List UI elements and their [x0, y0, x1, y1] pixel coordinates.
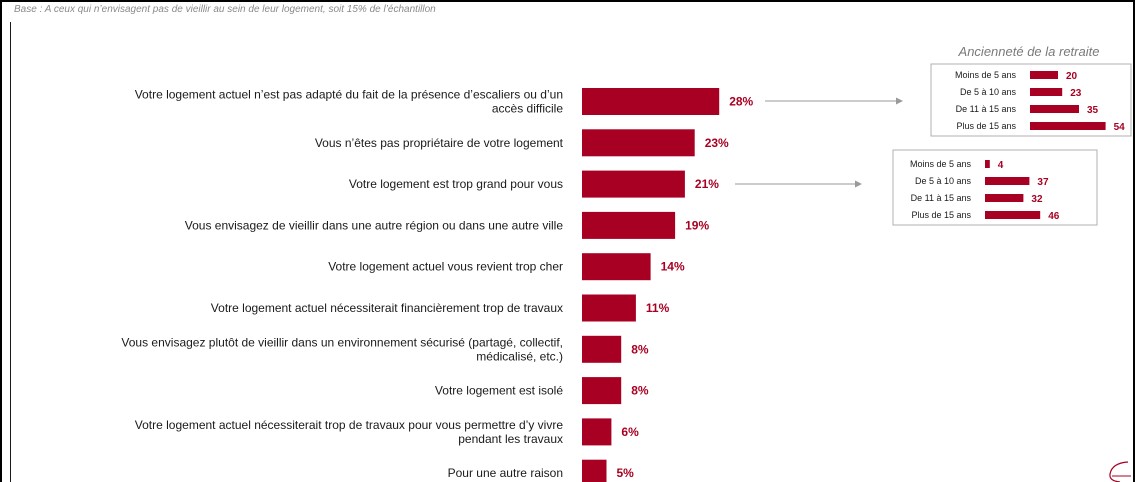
main-category-label: Votre logement est trop grand pour vous: [349, 177, 563, 191]
inset-bar: [985, 177, 1029, 185]
main-bar: [582, 377, 621, 404]
inset-value-label: 35: [1087, 105, 1099, 116]
inset-category-label: De 5 à 10 ans: [960, 87, 1017, 97]
inset-value-label: 54: [1114, 122, 1126, 133]
arrow-head-icon: [896, 98, 903, 105]
main-bar: [582, 88, 719, 115]
inset-bar: [985, 211, 1040, 219]
inset-bar: [985, 194, 1023, 202]
inset-category-label: Plus de 15 ans: [911, 210, 971, 220]
main-bar: [582, 253, 651, 280]
main-category-label: Votre logement actuel nécessiterait trop…: [135, 418, 564, 432]
inset-category-label: Moins de 5 ans: [910, 159, 972, 169]
main-value-label: 8%: [631, 384, 649, 398]
inset-title: Ancienneté de la retraite: [958, 44, 1100, 59]
main-category-label: Vous envisagez plutôt de vieillir dans u…: [121, 335, 563, 349]
main-category-label: Votre logement actuel n’est pas adapté d…: [135, 88, 563, 102]
main-bar: [582, 129, 695, 156]
main-value-label: 23%: [705, 136, 729, 150]
inset-value-label: 37: [1037, 177, 1049, 188]
main-bar: [582, 171, 685, 198]
main-value-label: 11%: [646, 301, 670, 315]
main-value-label: 19%: [685, 218, 709, 232]
inset-bar: [1030, 122, 1106, 130]
main-value-label: 21%: [695, 177, 719, 191]
arrow-head-icon: [855, 181, 862, 188]
main-value-label: 6%: [621, 425, 639, 439]
inset-value-label: 4: [998, 160, 1004, 171]
inset-bar: [1030, 105, 1079, 113]
main-category-label: Pour une autre raison: [448, 466, 563, 480]
main-category-label: médicalisé, etc.): [476, 349, 563, 363]
inset-value-label: 20: [1066, 71, 1078, 82]
main-value-label: 8%: [631, 342, 649, 356]
inset-bar: [985, 160, 990, 168]
inset-value-label: 46: [1048, 211, 1060, 222]
inset-value-label: 23: [1070, 88, 1082, 99]
main-value-label: 28%: [729, 95, 753, 109]
main-value-label: 14%: [661, 260, 685, 274]
main-bar: [582, 336, 621, 363]
main-category-label: pendant les travaux: [458, 432, 563, 446]
main-category-label: Vous n’êtes pas propriétaire de votre lo…: [315, 136, 564, 150]
main-category-label: Votre logement est isolé: [435, 384, 563, 398]
main-category-label: Votre logement actuel vous revient trop …: [328, 260, 563, 274]
inset-category-label: Plus de 15 ans: [956, 121, 1016, 131]
inset-category-label: Moins de 5 ans: [955, 70, 1017, 80]
main-category-label: Votre logement actuel nécessiterait fina…: [211, 301, 563, 315]
main-category-label: accès difficile: [492, 102, 563, 116]
main-value-label: 5%: [617, 466, 635, 480]
inset-category-label: De 11 à 15 ans: [911, 193, 972, 203]
inset-category-label: De 11 à 15 ans: [956, 104, 1017, 114]
logo-icon: [1110, 462, 1128, 482]
inset-value-label: 32: [1031, 194, 1043, 205]
main-bar: [582, 460, 607, 482]
main-category-label: Vous envisagez de vieillir dans une autr…: [185, 218, 564, 232]
inset-category-label: De 5 à 10 ans: [915, 176, 972, 186]
main-bar: [582, 295, 636, 322]
main-bar: [582, 212, 675, 239]
inset-bar: [1030, 88, 1062, 96]
main-bar: [582, 418, 611, 445]
inset-bar: [1030, 71, 1058, 79]
